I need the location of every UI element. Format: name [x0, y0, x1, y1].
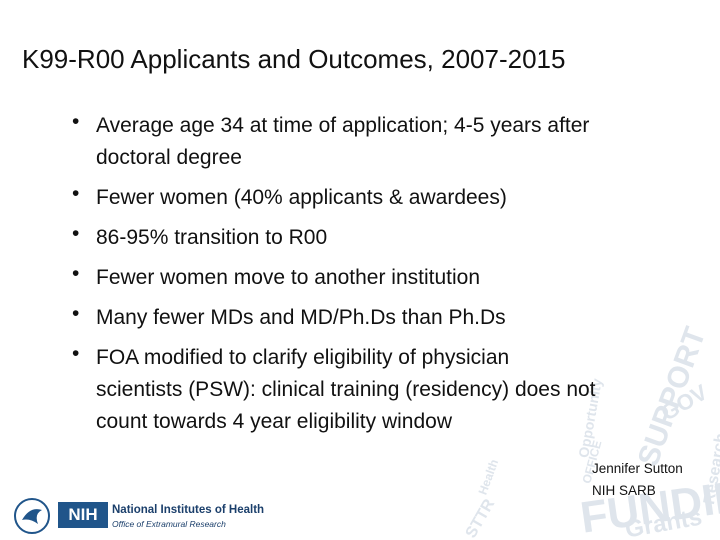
bullet-line: FOA modified to clarify eligibility of p…: [96, 346, 510, 369]
author: Jennifer Sutton NIH SARB: [592, 458, 683, 502]
nih-office: Office of Extramural Research: [112, 519, 226, 529]
bullet-line: scientists (PSW): clinical training (res…: [96, 378, 596, 401]
bullet-line: Many fewer MDs and MD/Ph.Ds than Ph.Ds: [96, 306, 506, 329]
bullet: Fewer women (40% applicants & awardees): [72, 182, 596, 214]
bullet: Average age 34 at time of application; 4…: [72, 110, 596, 174]
bullet: Many fewer MDs and MD/Ph.Ds than Ph.Ds: [72, 302, 596, 334]
author-affiliation: NIH SARB: [592, 483, 656, 498]
bullet: Fewer women move to another institution: [72, 262, 596, 294]
bullet-list: Average age 34 at time of application; 4…: [72, 110, 596, 446]
watermark-word: STTR: [462, 496, 499, 540]
bullet-line: doctoral degree: [96, 146, 242, 169]
watermark-word: Research: [700, 431, 720, 506]
bullet: FOA modified to clarify eligibility of p…: [72, 342, 596, 438]
bullet-line: Average age 34 at time of application; 4…: [96, 114, 590, 137]
bullet: 86-95% transition to R00: [72, 222, 596, 254]
nih-logo: NIH: [58, 502, 108, 528]
bullet-line: Fewer women (40% applicants & awardees): [96, 186, 507, 209]
slide-title: K99-R00 Applicants and Outcomes, 2007-20…: [22, 44, 566, 74]
bullet-line: Fewer women move to another institution: [96, 266, 481, 289]
hhs-logo: [14, 498, 50, 534]
author-name: Jennifer Sutton: [592, 461, 683, 476]
nih-name: National Institutes of Health: [112, 504, 265, 516]
watermark-word: Health: [475, 457, 502, 497]
bullet-line: 86-95% transition to R00: [96, 226, 328, 249]
bullet-line: count towards 4 year eligibility window: [96, 410, 453, 433]
